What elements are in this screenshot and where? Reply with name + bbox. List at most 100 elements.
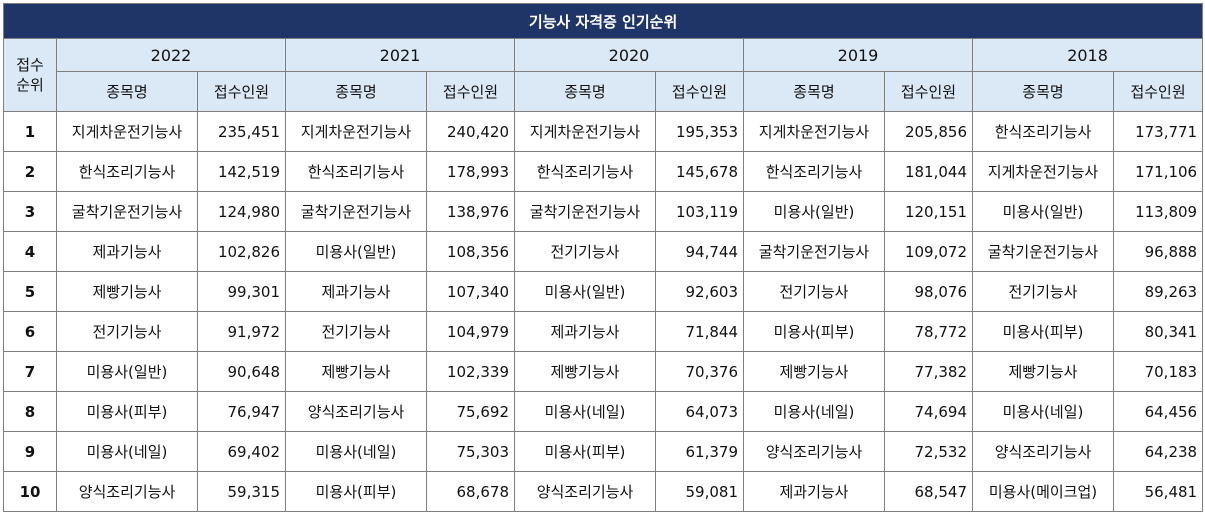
subject-name-cell: 제빵기능사 — [56, 271, 198, 312]
rank-cell: 10 — [3, 471, 57, 512]
year-header-2020: 2020 — [514, 38, 744, 72]
applicant-count-cell: 107,340 — [426, 271, 515, 312]
table-row: 9 미용사(네일) 69,402 미용사(네일) 75,303 미용사(피부) 61,379… — [3, 431, 1204, 472]
subject-name-cell: 지게차운전기능사 — [743, 111, 885, 152]
subject-name-cell: 전기기능사 — [285, 311, 427, 352]
applicant-count-cell: 235,451 — [197, 111, 286, 152]
subject-name-cell: 미용사(네일) — [743, 391, 885, 432]
subject-name-cell: 한식조리기능사 — [972, 111, 1114, 152]
subject-name-cell: 양식조리기능사 — [743, 431, 885, 472]
table-row: 8 미용사(피부) 76,947 양식조리기능사 75,692 미용사(네일) 64,073… — [3, 391, 1204, 432]
applicant-count-cell: 90,648 — [197, 351, 286, 392]
subject-name-cell: 양식조리기능사 — [514, 471, 656, 512]
subject-name-cell: 양식조리기능사 — [56, 471, 198, 512]
subject-name-cell: 전기기능사 — [972, 271, 1114, 312]
rank-cell: 6 — [3, 311, 57, 352]
subject-name-cell: 미용사(네일) — [56, 431, 198, 472]
year-header-2022: 2022 — [56, 38, 286, 72]
subject-name-cell: 미용사(네일) — [285, 431, 427, 472]
subject-name-cell: 한식조리기능사 — [56, 151, 198, 192]
subject-name-cell: 전기기능사 — [743, 271, 885, 312]
count-header: 접수인원 — [1112, 71, 1204, 112]
applicant-count-cell: 78,772 — [884, 311, 973, 352]
subject-name-cell: 양식조리기능사 — [285, 391, 427, 432]
subject-name-cell: 제과기능사 — [743, 471, 885, 512]
count-header: 접수인원 — [426, 71, 515, 112]
name-header: 종목명 — [56, 71, 198, 112]
count-header: 접수인원 — [884, 71, 973, 112]
subject-name-cell: 미용사(일반) — [972, 191, 1114, 232]
table-body: 1 지게차운전기능사 235,451 지게차운전기능사 240,420 지게차운전기능사 1… — [3, 111, 1204, 512]
applicant-count-cell: 96,888 — [1112, 231, 1204, 272]
applicant-count-cell: 80,341 — [1112, 311, 1204, 352]
table-row: 1 지게차운전기능사 235,451 지게차운전기능사 240,420 지게차운전기능사 1… — [3, 111, 1204, 152]
applicant-count-cell: 68,678 — [426, 471, 515, 512]
applicant-count-cell: 56,481 — [1112, 471, 1204, 512]
subject-name-cell: 굴착기운전기능사 — [514, 191, 656, 232]
rank-cell: 4 — [3, 231, 57, 272]
rank-header-line1: 접수 — [16, 56, 44, 74]
applicant-count-cell: 99,301 — [197, 271, 286, 312]
applicant-count-cell: 178,993 — [426, 151, 515, 192]
applicant-count-cell: 138,976 — [426, 191, 515, 232]
applicant-count-cell: 142,519 — [197, 151, 286, 192]
ranking-table-container: 기능사 자격증 인기순위 접수 순위 2022 2021 2020 2019 20… — [2, 3, 1204, 512]
ranking-table: 기능사 자격증 인기순위 접수 순위 2022 2021 2020 2019 20… — [2, 3, 1204, 512]
name-header: 종목명 — [514, 71, 656, 112]
applicant-count-cell: 103,119 — [655, 191, 744, 232]
applicant-count-cell: 64,073 — [655, 391, 744, 432]
subject-name-cell: 한식조리기능사 — [743, 151, 885, 192]
subject-name-cell: 미용사(일반) — [285, 231, 427, 272]
table-row: 4 제과기능사 102,826 미용사(일반) 108,356 전기기능사 94,744 굴착… — [3, 231, 1204, 272]
subject-name-cell: 미용사(피부) — [743, 311, 885, 352]
applicant-count-cell: 61,379 — [655, 431, 744, 472]
applicant-count-cell: 205,856 — [884, 111, 973, 152]
rank-header-line2: 순위 — [16, 76, 44, 94]
table-row: 3 굴착기운전기능사 124,980 굴착기운전기능사 138,976 굴착기운전기능사 1… — [3, 191, 1204, 232]
subject-name-cell: 미용사(일반) — [56, 351, 198, 392]
applicant-count-cell: 113,809 — [1112, 191, 1204, 232]
applicant-count-cell: 92,603 — [655, 271, 744, 312]
subject-name-cell: 미용사(네일) — [972, 391, 1114, 432]
subject-name-cell: 미용사(피부) — [972, 311, 1114, 352]
subject-name-cell: 지게차운전기능사 — [56, 111, 198, 152]
rank-cell: 5 — [3, 271, 57, 312]
subject-name-cell: 제빵기능사 — [972, 351, 1114, 392]
applicant-count-cell: 75,692 — [426, 391, 515, 432]
applicant-count-cell: 240,420 — [426, 111, 515, 152]
applicant-count-cell: 124,980 — [197, 191, 286, 232]
subject-name-cell: 굴착기운전기능사 — [743, 231, 885, 272]
table-row: 2 한식조리기능사 142,519 한식조리기능사 178,993 한식조리기능사 145,… — [3, 151, 1204, 192]
subject-name-cell: 한식조리기능사 — [514, 151, 656, 192]
subject-name-cell: 제과기능사 — [285, 271, 427, 312]
applicant-count-cell: 102,339 — [426, 351, 515, 392]
subject-name-cell: 미용사(피부) — [514, 431, 656, 472]
subject-name-cell: 제과기능사 — [56, 231, 198, 272]
applicant-count-cell: 75,303 — [426, 431, 515, 472]
applicant-count-cell: 195,353 — [655, 111, 744, 152]
subject-name-cell: 제빵기능사 — [285, 351, 427, 392]
applicant-count-cell: 59,315 — [197, 471, 286, 512]
applicant-count-cell: 173,771 — [1112, 111, 1204, 152]
applicant-count-cell: 70,183 — [1112, 351, 1204, 392]
subject-name-cell: 미용사(메이크업) — [972, 471, 1114, 512]
applicant-count-cell: 89,263 — [1112, 271, 1204, 312]
rank-cell: 7 — [3, 351, 57, 392]
year-header-2019: 2019 — [743, 38, 973, 72]
applicant-count-cell: 64,456 — [1112, 391, 1204, 432]
subject-name-cell: 미용사(네일) — [514, 391, 656, 432]
applicant-count-cell: 71,844 — [655, 311, 744, 352]
table-row: 7 미용사(일반) 90,648 제빵기능사 102,339 제빵기능사 70,376 제빵기… — [3, 351, 1204, 392]
subject-name-cell: 전기기능사 — [56, 311, 198, 352]
name-header: 종목명 — [285, 71, 427, 112]
name-header: 종목명 — [743, 71, 885, 112]
applicant-count-cell: 171,106 — [1112, 151, 1204, 192]
applicant-count-cell: 59,081 — [655, 471, 744, 512]
subject-name-cell: 미용사(일반) — [743, 191, 885, 232]
subject-name-cell: 한식조리기능사 — [285, 151, 427, 192]
applicant-count-cell: 68,547 — [884, 471, 973, 512]
name-header: 종목명 — [972, 71, 1114, 112]
subject-name-cell: 전기기능사 — [514, 231, 656, 272]
subject-name-cell: 제과기능사 — [514, 311, 656, 352]
